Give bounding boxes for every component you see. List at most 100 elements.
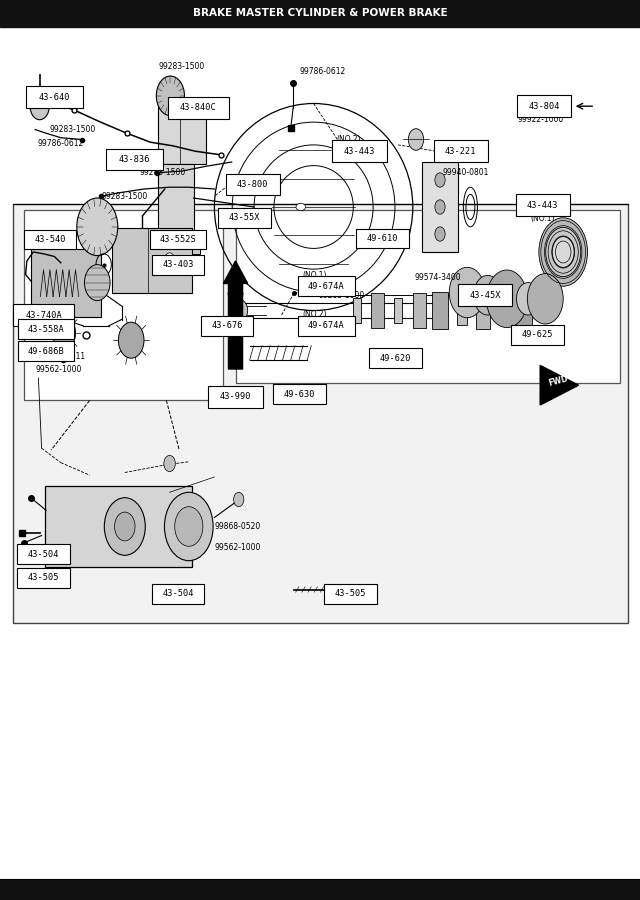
Bar — [511, 325, 564, 345]
Circle shape — [539, 218, 588, 286]
Text: 43-800: 43-800 — [237, 180, 269, 189]
Bar — [112, 228, 192, 292]
Circle shape — [84, 265, 110, 301]
Text: 99940-0801: 99940-0801 — [443, 168, 489, 177]
Circle shape — [30, 93, 49, 120]
Bar — [158, 106, 206, 164]
Bar — [458, 296, 467, 325]
Circle shape — [449, 267, 485, 318]
Text: 43-540: 43-540 — [34, 235, 66, 244]
Bar — [236, 210, 620, 382]
Circle shape — [234, 492, 244, 507]
Bar — [0, 880, 640, 900]
Text: 99283-1500: 99283-1500 — [50, 125, 96, 134]
Bar — [516, 194, 570, 216]
Circle shape — [486, 270, 527, 328]
Bar — [298, 316, 355, 336]
Text: FWD: FWD — [547, 374, 569, 388]
Text: 99562-1000: 99562-1000 — [214, 543, 260, 552]
Bar — [152, 584, 204, 604]
Text: 99922-1000: 99922-1000 — [517, 115, 563, 124]
Text: 49-625: 49-625 — [522, 330, 554, 339]
Bar — [18, 320, 74, 339]
Text: 99283-1500: 99283-1500 — [140, 168, 186, 177]
Circle shape — [408, 129, 424, 150]
Circle shape — [435, 173, 445, 187]
Circle shape — [435, 200, 445, 214]
Bar — [26, 86, 83, 108]
Text: 43-505: 43-505 — [335, 590, 367, 598]
Text: 43-221: 43-221 — [445, 147, 477, 156]
Bar — [24, 210, 223, 400]
Bar — [24, 230, 76, 249]
Bar — [298, 276, 355, 296]
Bar — [226, 174, 280, 195]
Bar — [515, 289, 532, 332]
Text: 99283-1500: 99283-1500 — [159, 62, 205, 71]
Bar — [106, 148, 163, 170]
Bar — [218, 208, 271, 228]
Bar — [17, 544, 70, 564]
Text: BRAKE MASTER CYLINDER & POWER BRAKE: BRAKE MASTER CYLINDER & POWER BRAKE — [193, 8, 447, 19]
Text: 99562-1000: 99562-1000 — [35, 364, 81, 373]
Text: 49-674A: 49-674A — [308, 321, 345, 330]
Bar — [273, 384, 326, 404]
Bar — [152, 255, 204, 274]
Circle shape — [118, 322, 144, 358]
Bar — [17, 568, 70, 588]
Text: 43-55X: 43-55X — [228, 213, 260, 222]
Bar — [209, 386, 263, 408]
Circle shape — [156, 76, 184, 115]
Bar — [150, 230, 206, 249]
Bar — [18, 341, 74, 361]
Text: 99574-3400: 99574-3400 — [415, 273, 461, 282]
Text: 43-558A: 43-558A — [28, 325, 65, 334]
Text: 43-443: 43-443 — [527, 201, 559, 210]
Circle shape — [164, 492, 213, 561]
Bar — [500, 298, 508, 323]
Bar — [45, 486, 192, 567]
Text: 99283-1500: 99283-1500 — [101, 192, 147, 201]
Bar — [356, 229, 409, 248]
Bar — [158, 164, 193, 231]
Circle shape — [516, 283, 540, 315]
Circle shape — [474, 275, 502, 315]
Circle shape — [115, 512, 135, 541]
Bar — [413, 293, 426, 328]
Text: 43-45X: 43-45X — [469, 291, 501, 300]
Text: 49-674A: 49-674A — [308, 282, 345, 291]
Bar — [324, 584, 377, 604]
Text: 43-552S: 43-552S — [159, 235, 196, 244]
Bar — [371, 293, 384, 328]
Bar — [394, 298, 402, 323]
Circle shape — [104, 498, 145, 555]
Text: 43-804: 43-804 — [528, 102, 560, 111]
Text: 99786-0612: 99786-0612 — [37, 140, 83, 148]
Text: 43-443: 43-443 — [344, 147, 376, 156]
Text: 43-640: 43-640 — [38, 93, 70, 102]
Text: (NO.2): (NO.2) — [303, 310, 327, 320]
Text: 43-505: 43-505 — [28, 573, 60, 582]
Bar — [152, 231, 200, 254]
Bar — [433, 292, 448, 329]
Circle shape — [232, 300, 248, 321]
Bar — [353, 298, 361, 323]
Text: 49-630: 49-630 — [284, 390, 316, 399]
Ellipse shape — [296, 203, 306, 211]
Text: 43-504: 43-504 — [162, 590, 194, 598]
Bar — [13, 204, 628, 623]
Bar — [168, 97, 229, 119]
Text: 43-990: 43-990 — [220, 392, 252, 401]
Circle shape — [52, 317, 76, 349]
Text: 49-620: 49-620 — [380, 354, 412, 363]
Text: 99868-0520: 99868-0520 — [214, 522, 260, 531]
Bar — [476, 292, 490, 328]
Text: 43-840C: 43-840C — [180, 104, 217, 112]
Text: 43-504: 43-504 — [28, 550, 60, 559]
Bar — [517, 95, 571, 117]
Circle shape — [164, 253, 175, 267]
Bar — [13, 304, 74, 326]
Circle shape — [552, 237, 574, 267]
Circle shape — [175, 507, 203, 546]
Text: 49-686B: 49-686B — [28, 346, 65, 356]
